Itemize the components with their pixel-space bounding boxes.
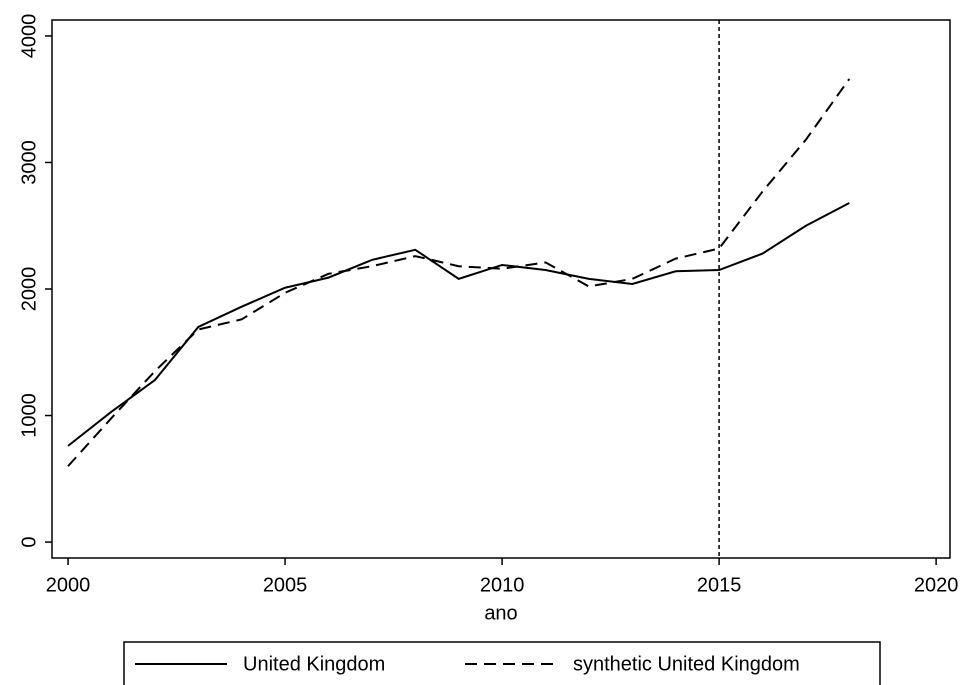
x-tick-label: 2000 [46, 574, 91, 596]
y-tick-label: 1000 [18, 393, 40, 438]
x-tick-label: 2005 [263, 574, 308, 596]
y-tick-label: 3000 [18, 140, 40, 185]
x-axis-label: ano [484, 602, 517, 624]
series-line [67, 78, 851, 467]
plot-frame [51, 19, 951, 559]
legend-label: United Kingdom [243, 653, 385, 675]
y-tick-label: 0 [18, 536, 40, 547]
legend-box [123, 641, 881, 685]
x-tick-label: 2015 [697, 574, 742, 596]
x-tick-label: 2020 [914, 574, 959, 596]
x-tick-label: 2010 [480, 574, 525, 596]
y-tick-label: 2000 [18, 267, 40, 312]
legend-label: synthetic United Kingdom [573, 653, 800, 675]
y-tick-label: 4000 [18, 14, 40, 59]
series-line [67, 202, 850, 447]
